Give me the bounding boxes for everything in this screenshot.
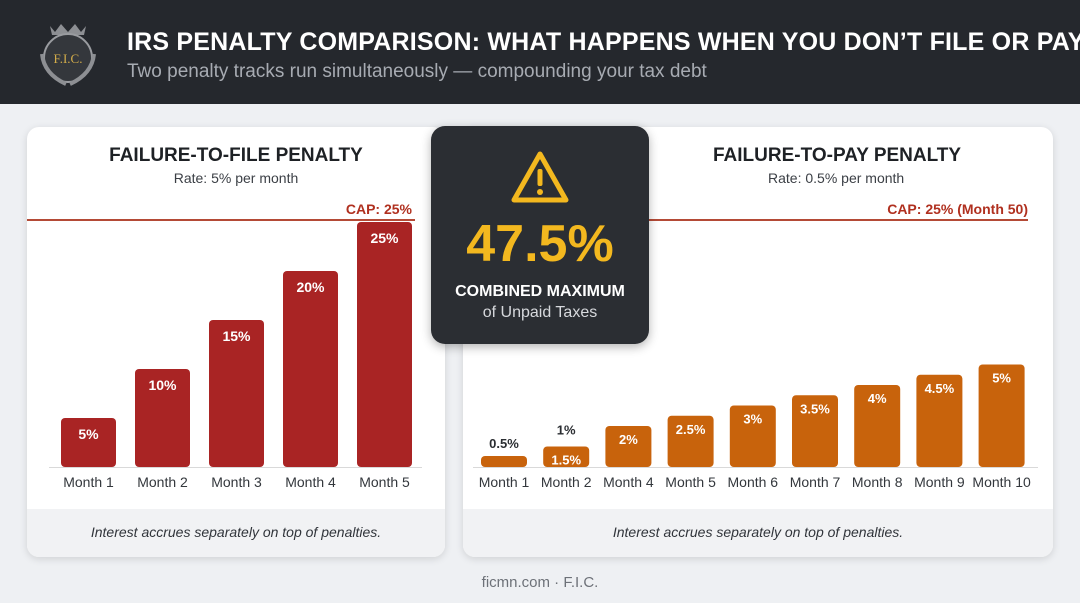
ftp-tick-label: Month 8 [852, 474, 903, 490]
ftf-tick-label: Month 5 [359, 474, 410, 490]
ftp-bar [605, 426, 652, 467]
ftp-title: FAILURE-TO-PAY PENALTY [713, 145, 962, 166]
ftp-bar-label: 4.5% [925, 381, 955, 396]
ftf-bar [357, 222, 412, 467]
ftp-bar [854, 385, 901, 467]
ftp-tick-label: Month 1 [479, 474, 530, 490]
ftf-tick-label: Month 1 [63, 474, 114, 490]
ftp-bar-label: 3.5% [800, 401, 830, 416]
ftf-tick-label: Month 3 [211, 474, 262, 490]
logo-text: F.I.C. [54, 51, 83, 66]
ftp-bar-label: 5% [992, 371, 1011, 386]
ftf-tick-label: Month 2 [137, 474, 188, 490]
ftf-rate: Rate: 5% per month [173, 170, 299, 186]
ftf-bar-chart: 5% Month 1 10% Month 2 15% Month 3 20% Month 4 2… [49, 222, 422, 490]
ftp-bar [729, 405, 776, 467]
ftf-bar-label: 25% [370, 230, 399, 246]
ftp-tick-label: Month 9 [914, 474, 965, 490]
combined-maximum-value: 47.5% [466, 215, 614, 273]
combined-maximum-sublabel: of Unpaid Taxes [482, 304, 598, 321]
ftp-bar-label: 2% [619, 432, 638, 447]
ftf-bar-label: 5% [78, 426, 99, 442]
ftp-tick-label: Month 10 [972, 474, 1031, 490]
ftp-bar-label: 4% [868, 391, 887, 406]
ftf-bar-label: 20% [296, 279, 325, 295]
ftf-bar [209, 320, 264, 467]
page-subtitle: Two penalty tracks run simultaneously — … [127, 61, 707, 82]
ftp-bar-label: 3% [743, 412, 762, 427]
ftp-tick-label: Month 5 [665, 474, 716, 490]
ftf-bar [283, 271, 338, 467]
ftp-bar-label: 1.5% [551, 453, 581, 468]
ftp-bar [916, 374, 963, 467]
ftf-title: FAILURE-TO-FILE PENALTY [109, 145, 363, 166]
ftp-rate: Rate: 0.5% per month [768, 170, 905, 186]
ftf-bar-label: 10% [148, 377, 177, 393]
combined-maximum-label: COMBINED MAXIMUM [455, 283, 625, 300]
ftf-bar [61, 418, 116, 467]
ftp-tick-label: Month 7 [790, 474, 841, 490]
fic-laurel-logo: F.I.C. [40, 24, 96, 86]
ftf-note: Interest accrues separately on top of pe… [90, 524, 382, 540]
ftp-cap-line [648, 219, 1028, 221]
ftf-tick-label: Month 4 [285, 474, 336, 490]
site-footer: ficmn.com · F.I.C. [481, 574, 599, 591]
ftf-bar [135, 369, 190, 467]
ftp-extra-label: 1% [557, 423, 576, 438]
ftp-bar-label: 0.5% [489, 436, 519, 451]
ftf-note-band: Interest accrues separately on top of pe… [27, 509, 445, 557]
ftf-cap-label: CAP: 25% [345, 201, 412, 217]
ftp-bar-label: 2.5% [676, 422, 706, 437]
ftp-bar [792, 395, 838, 467]
ftp-tick-label: Month 6 [728, 474, 779, 490]
ftp-note-band: Interest accrues separately on top of pe… [463, 509, 1053, 557]
ftp-bar [667, 415, 714, 467]
ftp-bar [978, 364, 1025, 467]
combined-maximum-box: 47.5% COMBINED MAXIMUM of Unpaid Taxes [431, 126, 649, 344]
ftp-note: Interest accrues separately on top of pe… [612, 524, 904, 540]
ftp-bar [543, 446, 590, 467]
failure-to-file-card: FAILURE-TO-FILE PENALTY Rate: 5% per mon… [27, 127, 445, 557]
ftf-bar-label: 15% [222, 328, 251, 344]
ftf-cap-line [27, 219, 415, 221]
page-header: F.I.C. IRS PENALTY COMPARISON: WHAT HAPP… [0, 0, 1080, 104]
warning-icon [511, 151, 569, 203]
ftp-tick-label: Month 2 [541, 474, 592, 490]
ftp-bar-chart: 0.5% Month 1 1.5% Month 2 1% 2% Month 4 2.5% Mon… [473, 364, 1038, 490]
ftp-bar [481, 456, 527, 467]
ftp-cap-label: CAP: 25% (Month 50) [887, 201, 1028, 217]
page-title: IRS PENALTY COMPARISON: WHAT HAPPENS WHE… [127, 28, 1080, 56]
ftp-tick-label: Month 4 [603, 474, 654, 490]
